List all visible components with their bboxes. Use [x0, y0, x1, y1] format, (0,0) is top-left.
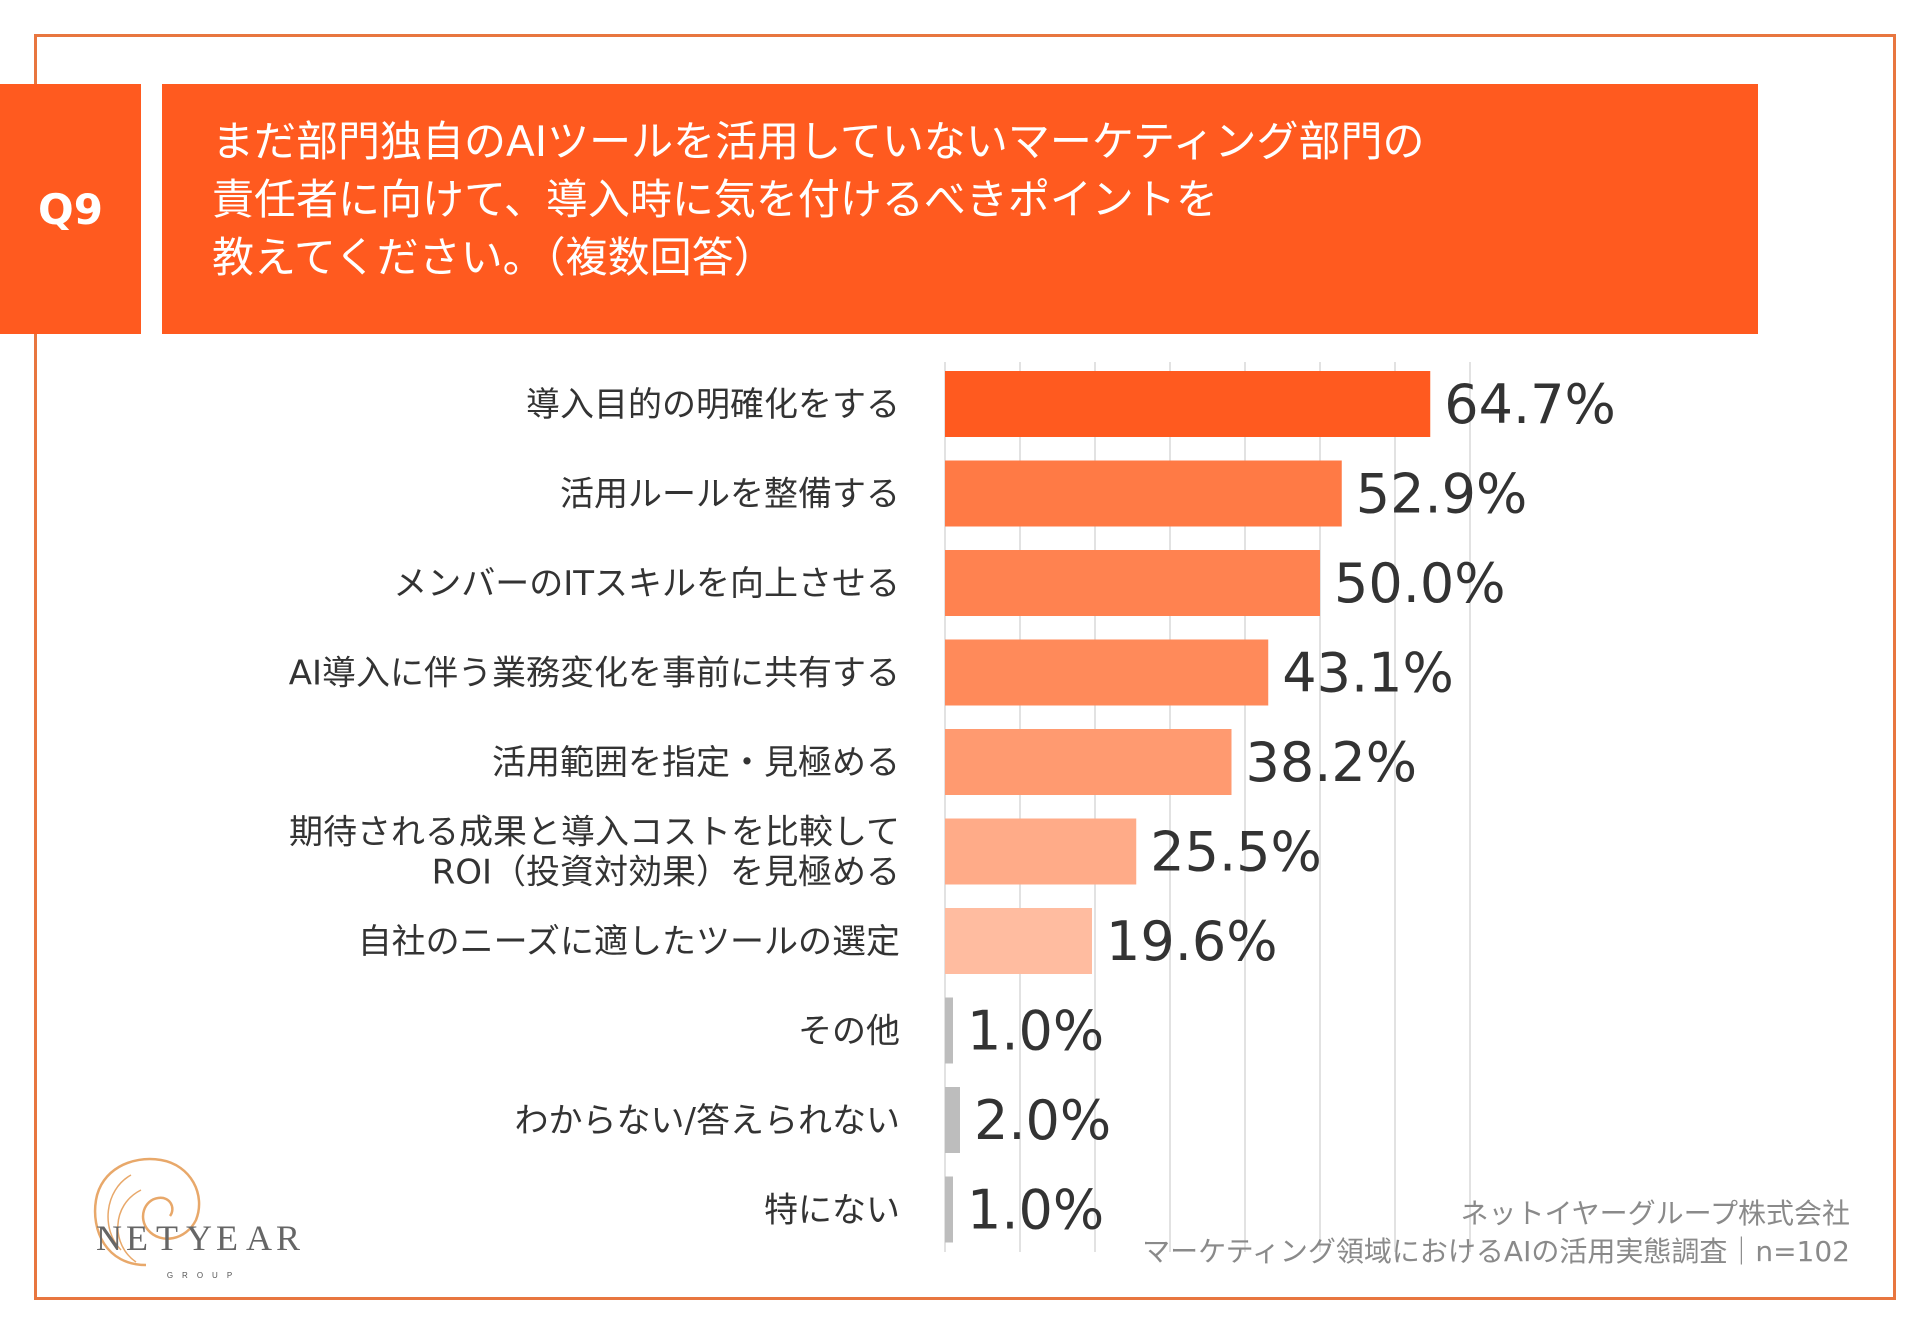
- footer-company: ネットイヤーグループ株式会社: [1460, 1197, 1850, 1230]
- data-label: 1.0%: [967, 1179, 1104, 1242]
- category-label: 活用範囲を指定・見極める: [492, 743, 900, 783]
- logo-letter: T: [156, 1218, 178, 1258]
- data-label: 38.2%: [1246, 731, 1418, 794]
- data-label: 1.0%: [967, 1000, 1104, 1063]
- bar: [945, 729, 1232, 795]
- logo-letter: A: [246, 1218, 272, 1258]
- bar: [945, 1087, 960, 1153]
- logo-subtext: GROUP: [167, 1271, 241, 1280]
- data-label: 25.5%: [1150, 821, 1322, 884]
- data-label: 50.0%: [1334, 552, 1506, 615]
- category-label: その他: [798, 1012, 900, 1052]
- bar: [945, 550, 1320, 616]
- question-number: Q9: [38, 184, 103, 234]
- logo-letter: E: [216, 1218, 238, 1258]
- logo-letter: Y: [186, 1218, 212, 1258]
- category-label: AI導入に伴う業務変化を事前に共有する: [289, 654, 900, 694]
- bar: [945, 639, 1269, 706]
- bar: [945, 460, 1342, 527]
- question-title: まだ部門独自のAIツールを活用していないマーケティング部門の 責任者に向けて、導…: [212, 117, 1425, 282]
- footer-survey: マーケティング領域におけるAIの活用実態調査｜n=102: [1142, 1235, 1850, 1268]
- bar: [945, 908, 1092, 974]
- category-label: 活用ルールを整備する: [560, 475, 900, 515]
- category-label: ROI（投資対効果）を見極める: [432, 853, 900, 893]
- bar: [945, 818, 1137, 885]
- data-label: 43.1%: [1282, 642, 1454, 705]
- category-label: メンバーのITスキルを向上させる: [393, 564, 900, 604]
- logo-letter: R: [276, 1218, 300, 1258]
- bar: [945, 371, 1431, 437]
- question-title-box: [162, 84, 1758, 334]
- data-label: 52.9%: [1356, 463, 1528, 526]
- data-label: 64.7%: [1444, 373, 1616, 436]
- data-label: 2.0%: [974, 1089, 1111, 1152]
- category-label: 期待される成果と導入コストを比較して: [289, 813, 900, 853]
- outer-frame: [34, 34, 1896, 1300]
- category-label: わからない/答えられない: [515, 1101, 900, 1141]
- category-label: 特にない: [764, 1191, 900, 1231]
- category-label: 自社のニーズに適したツールの選定: [358, 922, 900, 962]
- nautilus-icon: [93, 1157, 201, 1267]
- logo-letter: N: [96, 1218, 122, 1258]
- question-number-badge: Q9: [0, 84, 141, 334]
- data-label: 19.6%: [1106, 910, 1278, 973]
- bar: [945, 1176, 953, 1243]
- bar: [945, 997, 953, 1064]
- logo-letter: E: [126, 1218, 148, 1258]
- category-label: 導入目的の明確化をする: [526, 385, 900, 425]
